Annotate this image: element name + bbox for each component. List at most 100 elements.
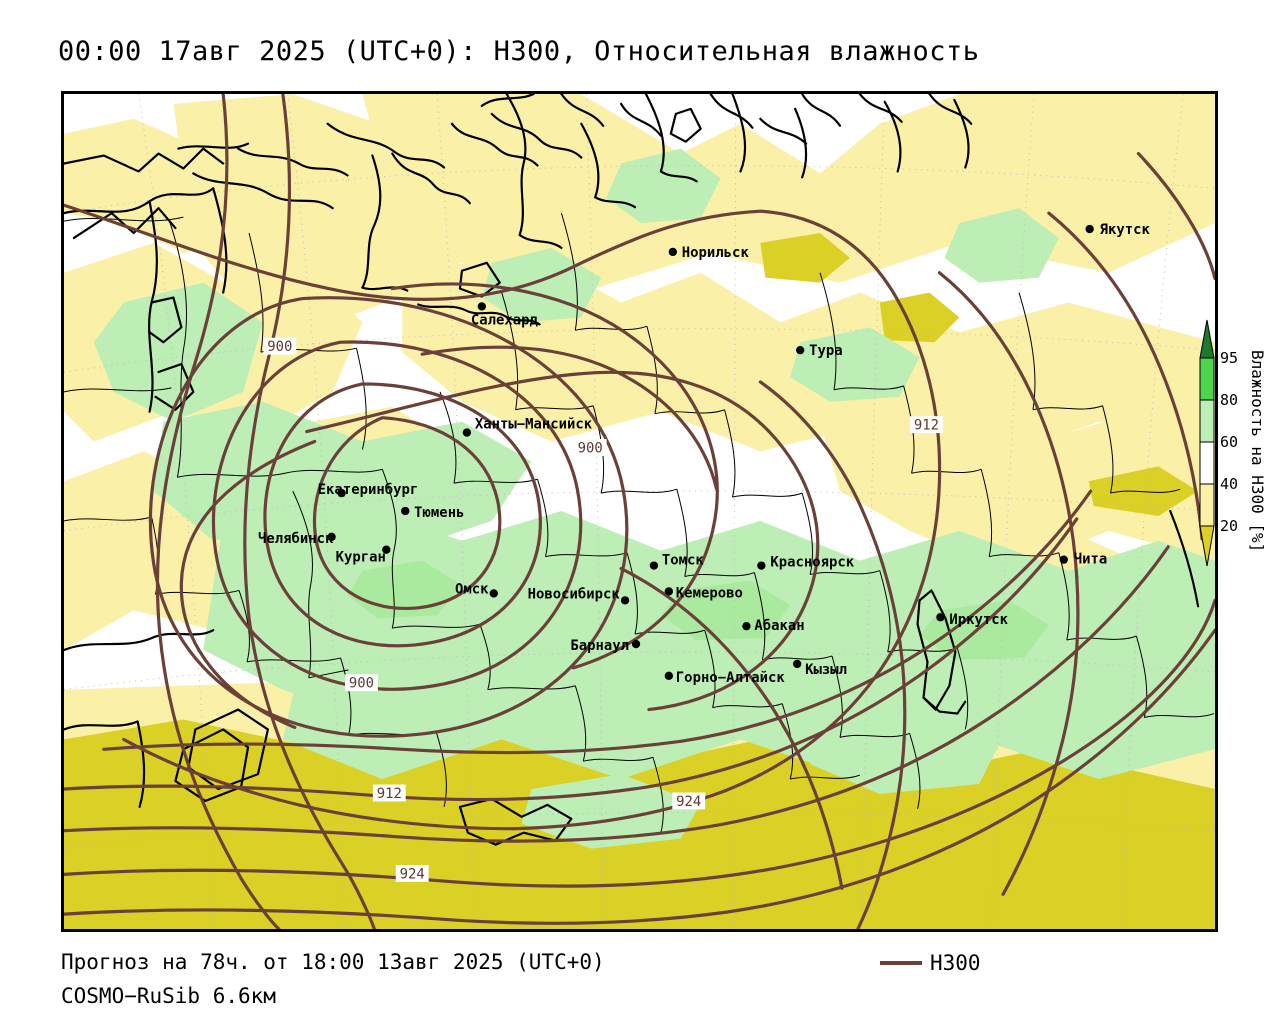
contour-label-text: 912 <box>914 418 939 434</box>
contour-label: 912 <box>372 784 406 802</box>
h300-line-swatch <box>880 961 922 965</box>
colorbar-tick-20: 20 <box>1220 517 1239 535</box>
city-dot <box>401 506 410 516</box>
city-label: Омск <box>455 581 489 597</box>
colorbar[interactable]: 95 80 60 40 20 <box>1198 318 1238 568</box>
city-label: Челябинск <box>258 531 334 547</box>
city-dot <box>382 545 391 554</box>
city-dot <box>631 639 641 649</box>
city-label: Абакан <box>754 618 804 634</box>
city-marker: Норильск <box>668 245 750 261</box>
city-label: Курган <box>336 550 386 566</box>
contour-label-bg <box>573 439 607 456</box>
city-marker: Красноярск <box>757 555 855 571</box>
city-marker: Ханты−Мансийск <box>462 417 593 437</box>
colorbar-axis-title: Влажность на H300 [%] <box>1248 350 1267 553</box>
contour-label: 900 <box>263 337 297 355</box>
city-dot <box>337 488 346 498</box>
colorbar-under-arrow <box>1199 525 1215 567</box>
city-label: Красноярск <box>770 555 854 571</box>
contour-label-bg <box>263 337 297 355</box>
city-marker: Новосибирск <box>528 586 630 605</box>
weather-map[interactable]: 900 900 900 912 912 924 924 Якутск Норильск Сале… <box>61 91 1218 932</box>
colorbar-tick-60: 60 <box>1220 433 1239 451</box>
city-marker: Тура <box>795 343 843 359</box>
city-marker: Горно−Алтайск <box>664 670 786 686</box>
city-label: Норильск <box>682 245 750 261</box>
h300-legend-label: H300 <box>930 951 981 975</box>
colorbar-band-80-95 <box>1199 357 1215 401</box>
city-dot <box>742 622 751 631</box>
contour-label: 912 <box>910 416 943 434</box>
city-label: Барнаул <box>570 638 629 654</box>
city-label: Томск <box>662 553 705 569</box>
city-marker: Абакан <box>742 618 805 634</box>
city-marker: Кемерово <box>664 585 743 601</box>
city-dot <box>489 589 498 598</box>
city-label: Кызыл <box>805 662 847 678</box>
city-label: Новосибирск <box>528 586 621 602</box>
city-marker: Курган <box>336 545 391 566</box>
city-dot <box>668 247 678 257</box>
city-marker: Салехард <box>471 302 539 328</box>
city-marker: Иркутск <box>936 612 1009 628</box>
contour-label: 924 <box>672 792 706 810</box>
city-markers: Якутск Норильск Салехард Тура Ханты−Мансийск… <box>258 222 1151 686</box>
contour-label-bg <box>672 792 706 810</box>
city-marker: Омск <box>455 581 498 598</box>
contour-label-text: 900 <box>578 440 603 456</box>
city-dot <box>936 613 945 622</box>
city-label: Горно−Алтайск <box>676 670 786 686</box>
contour-labels: 900 900 900 912 912 924 924 <box>263 337 943 882</box>
city-marker: Чита <box>1059 552 1108 568</box>
city-label: Кемерово <box>676 585 743 601</box>
city-marker: Томск <box>649 553 705 570</box>
city-marker: Кызыл <box>792 659 847 678</box>
city-marker: Якутск <box>1085 222 1151 238</box>
city-dot <box>1059 555 1068 564</box>
contour-label: 924 <box>395 864 429 882</box>
colorbar-band-60-80 <box>1199 399 1215 443</box>
city-dot <box>664 671 674 680</box>
graticule <box>64 94 1215 929</box>
city-label: Екатеринбург <box>318 482 419 498</box>
contour-label-bg <box>372 784 406 802</box>
page-title: 00:00 17авг 2025 (UTC+0): H300, Относите… <box>58 36 980 67</box>
contour-label-text: 924 <box>676 794 701 810</box>
city-dot <box>327 532 336 541</box>
h300-contours <box>64 94 1215 929</box>
city-dot <box>1085 224 1094 234</box>
city-dot <box>795 345 805 355</box>
contour-label-text: 912 <box>377 786 402 802</box>
contour-label-text: 924 <box>400 866 425 882</box>
city-dot <box>477 302 487 311</box>
colorbar-tick-80: 80 <box>1220 391 1239 409</box>
city-label: Чита <box>1074 552 1108 568</box>
contour-label: 900 <box>573 439 607 456</box>
city-marker: Тюмень <box>401 505 464 521</box>
colorbar-band-20-40 <box>1199 483 1215 527</box>
city-marker: Челябинск <box>258 531 336 547</box>
contour-label-bg <box>345 674 378 692</box>
contour-label: 900 <box>345 674 378 692</box>
colorbar-gradient <box>1199 319 1215 567</box>
city-dot <box>462 428 472 437</box>
colorbar-tick-95: 95 <box>1220 349 1239 367</box>
city-label: Якутск <box>1100 222 1151 238</box>
city-label: Салехард <box>471 312 539 328</box>
city-dot <box>757 561 766 570</box>
city-label: Тюмень <box>414 505 464 521</box>
contour-label-text: 900 <box>349 676 374 692</box>
city-label: Иркутск <box>949 612 1008 628</box>
city-dot <box>792 659 802 669</box>
map-canvas: 900 900 900 912 912 924 924 Якутск Норильск Сале… <box>64 94 1215 929</box>
city-marker: Барнаул <box>570 638 641 654</box>
contour-label-bg <box>395 864 429 882</box>
city-label: Ханты−Мансийск <box>475 417 593 433</box>
city-dot <box>664 587 674 596</box>
colorbar-band-40-60 <box>1199 441 1215 485</box>
contour-label-text: 900 <box>267 339 292 355</box>
model-info-line: COSMO−RuSib 6.6км <box>61 984 276 1008</box>
contour-label-bg <box>910 416 943 434</box>
city-label: Тура <box>809 343 843 359</box>
